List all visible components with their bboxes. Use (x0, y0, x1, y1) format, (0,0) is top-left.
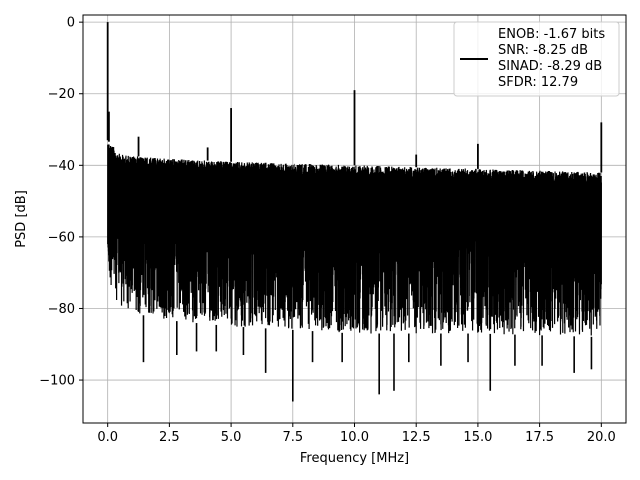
x-axis-label: Frequency [MHz] (300, 451, 409, 466)
legend: ENOB: -1.67 bits SNR: -8.25 dB SINAD: -8… (453, 21, 620, 97)
x-tick-label: 15.0 (463, 430, 492, 445)
legend-enob: ENOB: -1.67 bits (498, 27, 605, 42)
y-tick-label: −60 (48, 230, 75, 245)
x-tick-label: 12.5 (402, 430, 431, 445)
x-tick-label: 17.5 (525, 430, 554, 445)
x-tick-label: 20.0 (587, 430, 616, 445)
legend-snr: SNR: -8.25 dB (498, 43, 588, 58)
x-tick-label: 0.0 (97, 430, 118, 445)
noise-floor-line (107, 144, 602, 336)
y-tick-label: −20 (48, 87, 75, 102)
x-axis-ticks: 0.0 2.5 5.0 7.5 10.0 12.5 15.0 17.5 20.0 (97, 423, 616, 445)
y-tick-label: −40 (48, 159, 75, 174)
y-tick-label: −100 (39, 374, 75, 389)
legend-sfdr: SFDR: 12.79 (498, 75, 578, 90)
x-tick-label: 10.0 (340, 430, 369, 445)
x-tick-label: 5.0 (221, 430, 242, 445)
y-tick-label: 0 (67, 16, 75, 31)
y-axis-ticks: 0 −20 −40 −60 −80 −100 (39, 16, 83, 389)
x-tick-label: 2.5 (159, 430, 180, 445)
y-axis-label: PSD [dB] (14, 190, 29, 248)
psd-trace (106, 22, 603, 402)
x-tick-label: 7.5 (282, 430, 303, 445)
y-tick-label: −80 (48, 302, 75, 317)
legend-sinad: SINAD: -8.29 dB (498, 59, 602, 74)
legend-box (453, 21, 620, 97)
